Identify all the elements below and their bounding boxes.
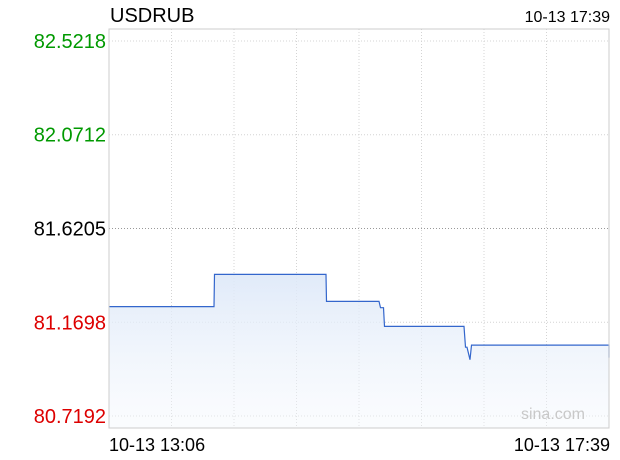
chart-timestamp: 10-13 17:39 <box>525 9 611 26</box>
y-tick-label: 81.1698 <box>34 312 106 334</box>
x-tick-label-start: 10-13 13:06 <box>109 435 205 455</box>
y-tick-label: 82.0712 <box>34 125 106 147</box>
watermark: sina.com <box>521 406 585 423</box>
y-tick-label: 82.5218 <box>34 31 106 53</box>
y-tick-label: 80.7192 <box>34 406 106 428</box>
chart-title: USDRUB <box>110 5 194 27</box>
series-line <box>109 273 610 360</box>
plot-frame <box>108 28 610 429</box>
series-area <box>109 274 609 428</box>
x-tick-label-end: 10-13 17:39 <box>514 435 610 455</box>
y-tick-label: 81.6205 <box>34 219 106 241</box>
y-axis-labels: 82.5218 82.0712 81.6205 81.1698 80.7192 <box>34 31 106 428</box>
